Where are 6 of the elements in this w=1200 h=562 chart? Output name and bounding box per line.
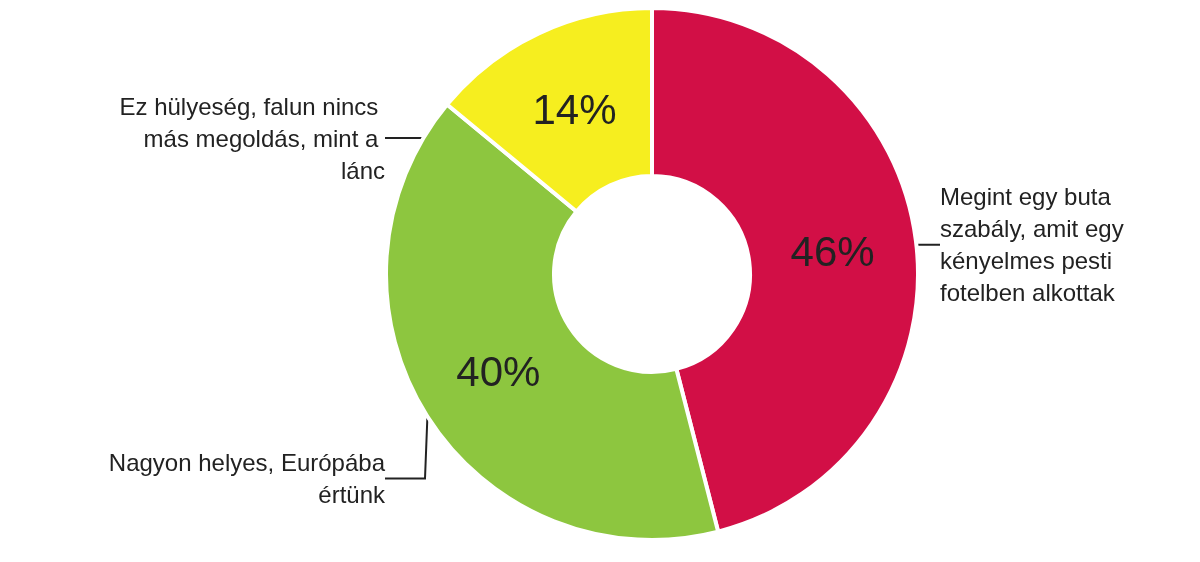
data-label: 46% [790,227,875,275]
slice-label: Nagyon helyes, Európába értünk [108,449,386,509]
data-label: 14% [532,85,617,133]
slice-label: Megint egy buta szabály, amit egy kényelmes pesti fotelben alkottak [940,183,1131,307]
slice-label: Ez hülyeség, falun nincs más megoldás, mint a lánc [119,92,385,184]
data-label: 40% [456,348,541,396]
